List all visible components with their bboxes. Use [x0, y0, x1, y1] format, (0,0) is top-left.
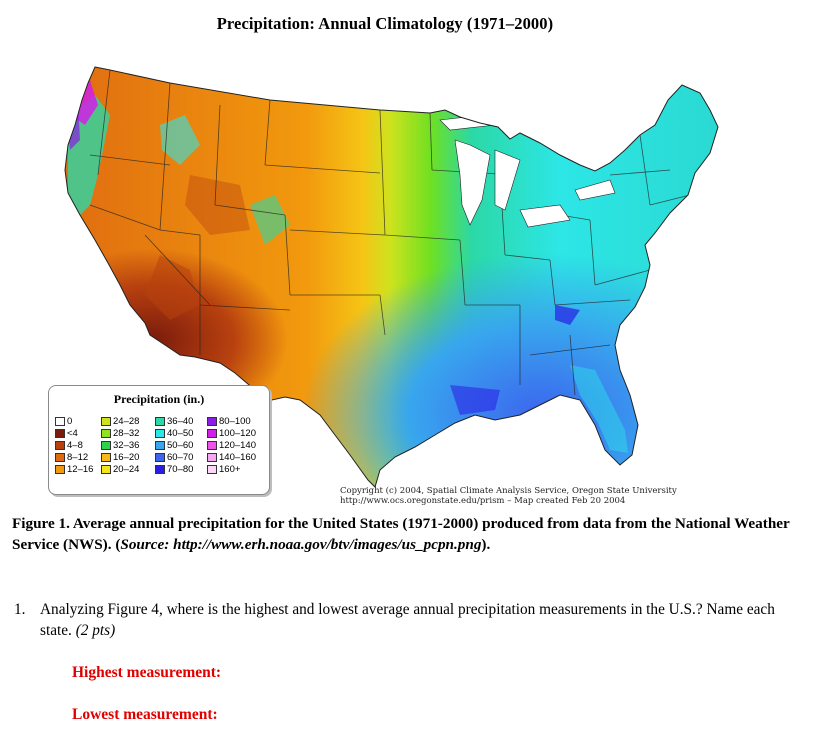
legend-item: 32–36 [101, 439, 139, 451]
legend-item: 0 [55, 415, 93, 427]
legend-label: <4 [67, 427, 78, 439]
legend-swatch [207, 416, 217, 426]
legend-label: 140–160 [219, 451, 256, 463]
legend-item: 8–12 [55, 451, 93, 463]
legend-column: 36–40 40–50 50–60 60–70 70–80 [155, 415, 193, 475]
legend-label: 60–70 [167, 451, 194, 463]
question-text: Analyzing Figure 4, where is the highest… [14, 599, 804, 641]
legend-label: 70–80 [167, 463, 194, 475]
legend-column: 24–28 28–32 32–36 16–20 20–24 [101, 415, 139, 475]
legend-item: 28–32 [101, 427, 139, 439]
legend-label: 40–50 [167, 427, 194, 439]
legend-swatch [207, 428, 217, 438]
highest-measurement-label: Highest measurement: [72, 664, 222, 681]
legend-swatch [55, 416, 65, 426]
caption-source: Source: http://www.erh.noaa.gov/btv/imag… [120, 536, 482, 553]
map-legend: Precipitation (in.) 0 <4 4–8 8–12 12–16 … [48, 385, 270, 495]
map-credit: Copyright (c) 2004, Spatial Climate Anal… [340, 486, 677, 506]
lowest-measurement-label: Lowest measurement: [72, 706, 218, 723]
legend-label: 28–32 [113, 427, 140, 439]
legend-label: 50–60 [167, 439, 194, 451]
legend-swatch [55, 428, 65, 438]
legend-item: 160+ [207, 463, 256, 475]
legend-item: 12–16 [55, 463, 93, 475]
legend-swatch [155, 464, 165, 474]
credit-copyright: Copyright (c) 2004, Spatial Climate Anal… [340, 486, 677, 496]
legend-item: 70–80 [155, 463, 193, 475]
legend-item: 16–20 [101, 451, 139, 463]
caption-end: ). [481, 536, 491, 553]
legend-item: 80–100 [207, 415, 256, 427]
legend-swatch [155, 428, 165, 438]
legend-swatch [101, 440, 111, 450]
legend-swatch [207, 464, 217, 474]
legend-label: 16–20 [113, 451, 140, 463]
legend-swatch [55, 440, 65, 450]
us-precipitation-map-graphic [64, 66, 719, 488]
legend-item: 140–160 [207, 451, 256, 463]
legend-item: 50–60 [155, 439, 193, 451]
figure-caption: Figure 1. Average annual precipitation f… [12, 513, 802, 555]
legend-swatch [55, 452, 65, 462]
legend-item: 60–70 [155, 451, 193, 463]
legend-label: 12–16 [67, 463, 94, 475]
legend-swatch [155, 416, 165, 426]
map-title: Precipitation: Annual Climatology (1971–… [216, 14, 554, 33]
legend-swatch [207, 452, 217, 462]
legend-item: 120–140 [207, 439, 256, 451]
legend-item: 36–40 [155, 415, 193, 427]
legend-swatch [207, 440, 217, 450]
legend-swatch [101, 464, 111, 474]
legend-swatch [101, 452, 111, 462]
legend-item: 20–24 [101, 463, 139, 475]
precipitation-map [50, 55, 730, 515]
legend-label: 0 [67, 415, 73, 427]
credit-url-date: http://www.ocs.oregonstate.edu/prism – M… [340, 495, 626, 506]
legend-item: 100–120 [207, 427, 256, 439]
legend-swatch [155, 440, 165, 450]
legend-label: 36–40 [167, 415, 194, 427]
caption-text: Figure 1. Average annual precipitation f… [12, 515, 790, 553]
legend-item: 24–28 [101, 415, 139, 427]
legend-label: 100–120 [219, 427, 256, 439]
legend-label: 120–140 [219, 439, 256, 451]
legend-title: Precipitation (in.) [113, 392, 205, 406]
question-1: 1. Analyzing Figure 4, where is the high… [14, 599, 804, 641]
legend-label: 80–100 [219, 415, 251, 427]
legend-swatch [55, 464, 65, 474]
legend-swatch [155, 452, 165, 462]
legend-label: 24–28 [113, 415, 140, 427]
legend-swatch [101, 416, 111, 426]
legend-label: 20–24 [113, 463, 140, 475]
legend-column: 80–100 100–120 120–140 140–160 160+ [207, 415, 256, 475]
legend-item: 4–8 [55, 439, 93, 451]
legend-label: 8–12 [67, 451, 89, 463]
legend-label: 4–8 [67, 439, 83, 451]
legend-swatch [101, 428, 111, 438]
legend-column: 0 <4 4–8 8–12 12–16 [55, 415, 93, 475]
question-points: (2 pts) [75, 622, 116, 639]
legend-item: 40–50 [155, 427, 193, 439]
legend-item: <4 [55, 427, 93, 439]
legend-label: 32–36 [113, 439, 140, 451]
question-body: Analyzing Figure 4, where is the highest… [40, 601, 775, 639]
legend-label: 160+ [219, 463, 241, 475]
question-number: 1. [14, 601, 26, 618]
